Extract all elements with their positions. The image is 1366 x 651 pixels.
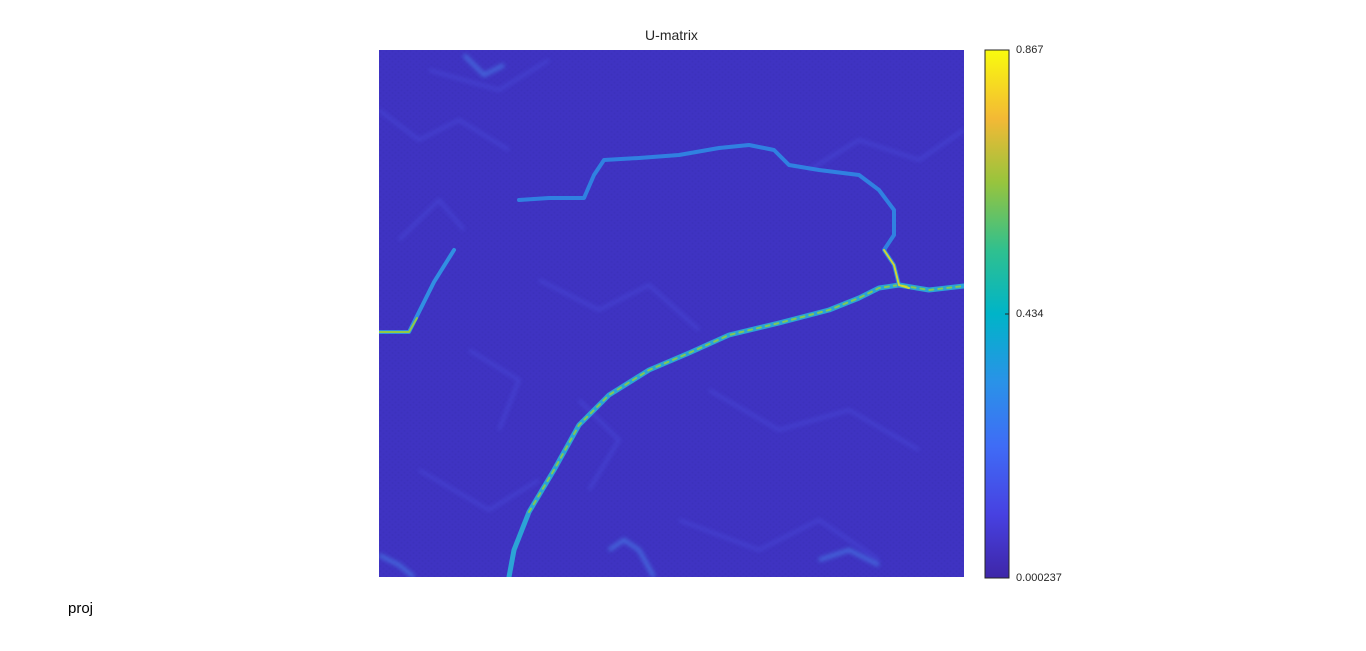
umatrix-plot bbox=[379, 50, 964, 577]
figure-footer-label: proj bbox=[68, 600, 94, 617]
colorbar: 0.867 0.434 0.000237 bbox=[984, 44, 1074, 584]
umatrix-corner-glow bbox=[379, 53, 880, 577]
colorbar-tick-label: 0.867 bbox=[1016, 44, 1044, 56]
umatrix-hex-texture bbox=[379, 50, 964, 577]
chart-title: U-matrix bbox=[645, 27, 698, 43]
colorbar-tick-label: 0.000237 bbox=[1016, 572, 1062, 584]
umatrix-faint-boundaries bbox=[379, 58, 964, 562]
colorbar-tick-label: 0.434 bbox=[1016, 308, 1044, 320]
umatrix-main-boundary bbox=[379, 143, 964, 577]
